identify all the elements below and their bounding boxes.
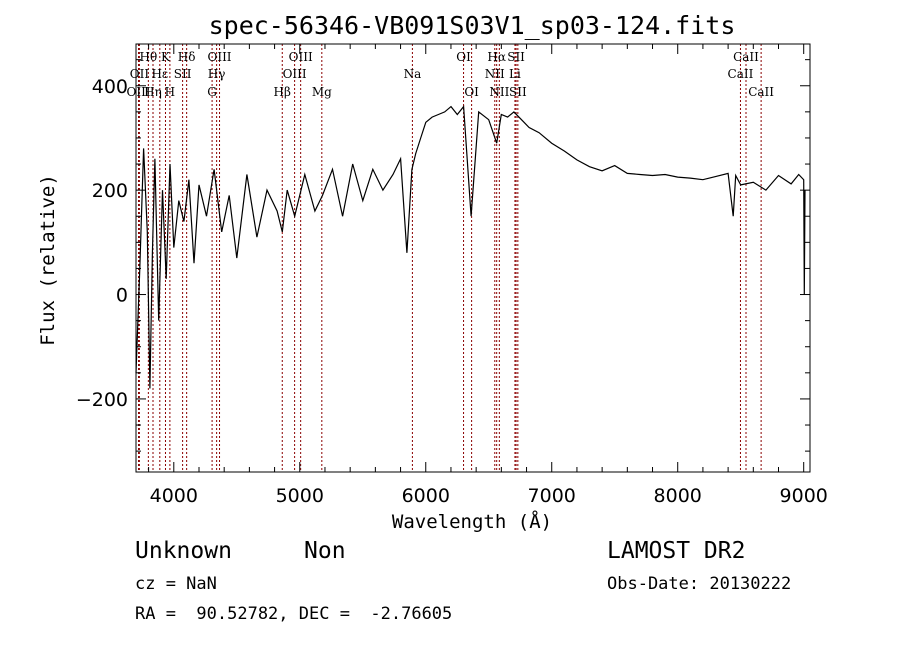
chart-title: spec-56346-VB091S03V1_sp03-124.fits: [209, 11, 736, 40]
axis-ticks: 4000 5000 6000 7000 8000 9000 −200 0 200 400: [76, 44, 828, 507]
line-label: OIII: [126, 85, 150, 99]
x-tick-label: 5000: [276, 485, 324, 507]
x-tick-label: 7000: [528, 485, 576, 507]
spectrum-line: [135, 105, 806, 389]
x-axis-label: Wavelength (Å): [392, 510, 552, 533]
y-tick-label: −200: [76, 389, 128, 411]
emission-line-markers: [138, 44, 762, 472]
line-label: OI: [464, 85, 479, 99]
line-label: Hη: [144, 85, 162, 99]
plot-frame: [135, 43, 811, 473]
line-label: OI: [456, 50, 471, 64]
x-tick-label: 6000: [402, 485, 450, 507]
y-tick-label: 0: [116, 285, 128, 307]
line-label: Hγ: [208, 67, 226, 81]
line-label: OIII: [283, 67, 307, 81]
y-axis-label: Flux (relative): [37, 174, 59, 346]
line-label: K: [161, 50, 171, 64]
line-label: SII: [174, 67, 192, 81]
classification-text: Unknown: [135, 538, 232, 564]
line-label: Hδ: [178, 50, 196, 64]
y-tick-label: 200: [92, 180, 128, 202]
cz-text: cz = NaN: [135, 574, 217, 594]
subclass-text: Non: [304, 538, 346, 564]
line-label: G: [207, 85, 217, 99]
line-label: OIII: [207, 50, 231, 64]
x-tick-label: 9000: [780, 485, 828, 507]
y-tick-label: 400: [92, 76, 128, 98]
line-label: OII: [130, 67, 150, 81]
coordinates-text: RA = 90.52782, DEC = -2.76605: [135, 604, 453, 624]
x-tick-label: 4000: [150, 485, 198, 507]
obs-date-text: Obs-Date: 20130222: [607, 574, 792, 594]
line-label: Hε: [151, 67, 168, 81]
line-label: CaII: [748, 85, 774, 99]
line-label: NII: [489, 85, 509, 99]
x-tick-label: 8000: [654, 485, 702, 507]
line-label: SII: [509, 85, 527, 99]
line-label: NII: [485, 67, 505, 81]
line-label: CaII: [733, 50, 759, 64]
line-label: Hα: [487, 50, 506, 64]
line-label: Na: [404, 67, 422, 81]
line-label: Hθ: [139, 50, 157, 64]
line-label: Hβ: [274, 85, 291, 99]
survey-text: LAMOST DR2: [607, 538, 746, 564]
line-label: H: [165, 85, 175, 99]
line-label: Li: [509, 67, 521, 81]
line-label: Mg: [312, 85, 332, 99]
line-label: CaII: [728, 67, 754, 81]
line-label: OIII: [289, 50, 313, 64]
line-label: SII: [507, 50, 525, 64]
